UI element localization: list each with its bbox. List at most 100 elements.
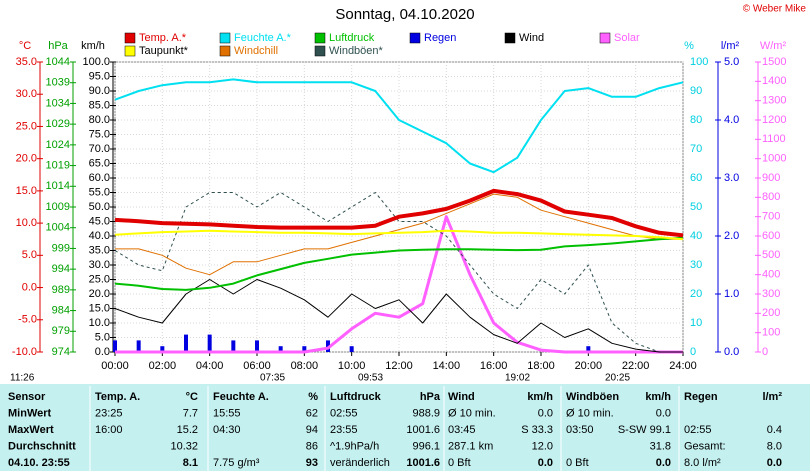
tick-label: 60	[690, 172, 702, 184]
table-cell: Sensor	[8, 391, 46, 403]
tick-label: 60.0	[89, 172, 110, 184]
time-annotation: 11:26	[10, 373, 35, 384]
time-annotation: 19:02	[505, 373, 530, 384]
table-cell: Windböen	[566, 391, 619, 403]
table-cell: 996.1	[412, 440, 440, 452]
series-line	[115, 193, 683, 276]
x-tick-label: 06:00	[243, 360, 271, 372]
rain-bar	[207, 334, 212, 352]
tick-label: 100	[762, 327, 780, 339]
table-cell: 1001.6	[406, 424, 440, 436]
tick-label: 979	[52, 325, 70, 337]
table-cell: 02:55	[684, 424, 712, 436]
tick-label: 700	[762, 211, 780, 223]
tick-label: 20	[690, 288, 702, 300]
table-cell: 8.0	[767, 440, 782, 452]
tick-label: 1200	[762, 114, 786, 126]
series-line	[114, 229, 684, 241]
axis-label: W/m²	[760, 40, 787, 52]
table-cell: Regen	[684, 391, 718, 403]
tick-label: 100	[690, 56, 708, 68]
table-cell: 10.32	[170, 440, 198, 452]
table-cell: 94	[306, 424, 318, 436]
table-cell: Ø 10 min.	[566, 407, 614, 419]
tick-label: 90	[690, 85, 702, 97]
tick-label: 50.0	[89, 201, 110, 213]
table-cell: 62	[306, 407, 318, 419]
table-background	[0, 384, 810, 471]
time-annotation: 20:25	[605, 373, 630, 384]
tick-label: 10.0	[89, 317, 110, 329]
table-cell: 0.0	[538, 407, 553, 419]
tick-label: 1009	[46, 201, 70, 213]
table-cell: 31.8	[650, 440, 671, 452]
tick-label: 994	[52, 263, 70, 275]
tick-label: 500	[762, 249, 780, 261]
tick-label: 40	[690, 230, 702, 242]
tick-label: 300	[762, 288, 780, 300]
legend-swatch	[314, 45, 326, 57]
time-annotation: 09:53	[358, 373, 383, 384]
tick-label: 989	[52, 284, 70, 296]
legend-swatch	[504, 32, 516, 44]
tick-label: 85.0	[89, 99, 110, 111]
legend-swatch	[124, 45, 136, 57]
table-cell: Feuchte A.	[213, 391, 269, 403]
table-cell: 03:45	[448, 424, 476, 436]
time-annotation: 07:35	[260, 373, 285, 384]
tick-label: 20.0	[89, 288, 110, 300]
table-cell: km/h	[645, 391, 671, 403]
rain-bar	[160, 346, 165, 352]
x-tick-label: 04:00	[196, 360, 224, 372]
tick-label: 984	[52, 304, 70, 316]
series-line	[114, 192, 683, 353]
table-cell: 04:30	[213, 424, 241, 436]
tick-label: 15.0	[89, 302, 110, 314]
tick-label: 1039	[46, 77, 70, 89]
tick-label: 800	[762, 191, 780, 203]
legend-label: Luftdruck	[329, 32, 375, 44]
x-tick-label: 24:00	[669, 360, 697, 372]
tick-label: 1034	[46, 97, 70, 109]
tick-label: 35.0	[16, 56, 37, 68]
table-cell: 0 Bft	[448, 457, 471, 469]
tick-label: 55.0	[89, 186, 110, 198]
legend-label: Regen	[424, 32, 456, 44]
legend-swatch	[409, 32, 421, 44]
table-cell: 0.0	[656, 457, 671, 469]
table-cell: S-SW 99.1	[618, 424, 671, 436]
series-line	[114, 78, 684, 174]
tick-label: 1019	[46, 159, 70, 171]
rain-bar	[231, 340, 236, 352]
table-cell: km/h	[527, 391, 553, 403]
tick-label: 400	[762, 269, 780, 281]
rain-bar	[136, 340, 141, 352]
table-cell: 23:55	[330, 424, 358, 436]
tick-label: 1500	[762, 56, 786, 68]
table-cell: veränderlich	[330, 457, 390, 469]
tick-label: 10	[690, 317, 702, 329]
tick-label: 65.0	[89, 157, 110, 169]
tick-label: 30	[690, 259, 702, 271]
table-cell: 93	[306, 457, 318, 469]
tick-label: 900	[762, 172, 780, 184]
table-cell: 0.4	[767, 424, 782, 436]
tick-label: 30.0	[16, 88, 37, 100]
x-tick-label: 18:00	[527, 360, 555, 372]
tick-label: 1004	[46, 222, 70, 234]
legend-label: Wind	[519, 32, 544, 44]
tick-label: 15.0	[16, 185, 37, 197]
tick-label: 4.0	[724, 114, 739, 126]
tick-label: 600	[762, 230, 780, 242]
tick-label: 1000	[762, 153, 786, 165]
tick-label: 20.0	[16, 153, 37, 165]
rain-bar	[302, 346, 307, 352]
x-tick-label: 20:00	[575, 360, 603, 372]
tick-label: 200	[762, 307, 780, 319]
series-line	[115, 215, 683, 354]
table-cell: MinWert	[8, 407, 52, 419]
tick-label: 1024	[46, 139, 70, 151]
tick-label: 70	[690, 143, 702, 155]
rain-bar	[349, 346, 354, 352]
rain-bar	[278, 346, 283, 352]
